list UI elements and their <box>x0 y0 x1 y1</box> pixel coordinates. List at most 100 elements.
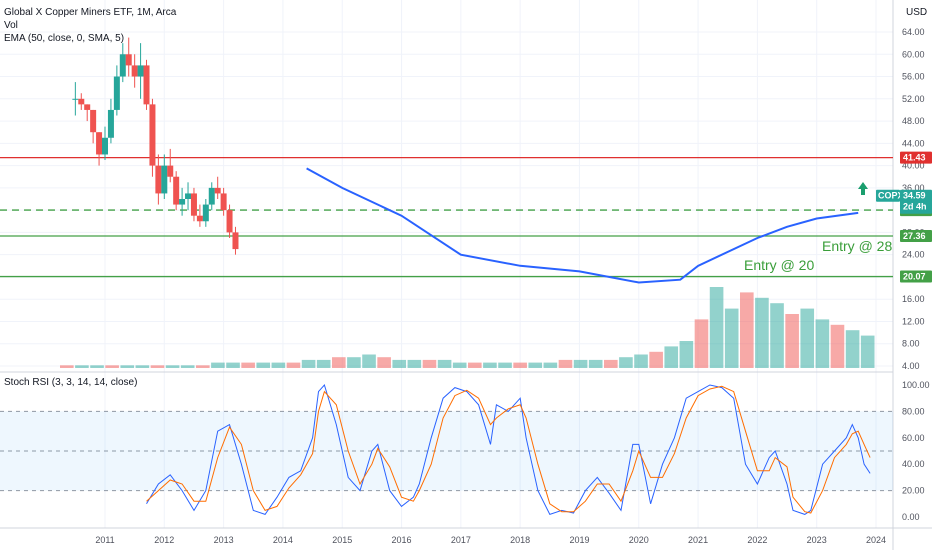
volume-bar <box>755 297 769 368</box>
candle <box>72 98 79 100</box>
price-tick-label: 24.00 <box>902 250 925 260</box>
price-tick-label: 52.00 <box>902 94 925 104</box>
candle <box>131 65 138 77</box>
symbol-badge <box>876 189 900 202</box>
candle <box>226 210 233 233</box>
candle <box>190 193 197 216</box>
candle <box>143 65 150 105</box>
candle <box>202 204 209 222</box>
time-axis[interactable]: 2011 2012 2013 2014 2015 2016 2017 2018 2019 2020… <box>0 527 932 545</box>
price-tick-label: 44.00 <box>902 138 925 148</box>
entry-arrow-icon <box>858 182 868 195</box>
time-tick-label: 2020 <box>629 535 649 545</box>
volume-bar <box>498 362 512 368</box>
volume-bar <box>770 303 784 368</box>
volume-bar <box>528 362 543 368</box>
volume-bar <box>90 365 104 368</box>
candles <box>72 37 239 255</box>
volume-bar <box>332 357 346 368</box>
volume-bar <box>619 357 633 368</box>
volume-bar <box>845 330 860 368</box>
entry-20-annotation: Entry @ 20 <box>744 257 815 273</box>
volume-bar <box>347 357 361 368</box>
time-tick-label: 2022 <box>747 535 767 545</box>
price-tick-label: 40.00 <box>902 161 925 171</box>
time-tick-label: 2023 <box>807 535 827 545</box>
chart-title: Global X Copper Miners ETF, 1M, Arca <box>4 7 177 18</box>
volume-bar <box>452 362 467 368</box>
volume-bar <box>286 362 301 368</box>
price-tick-label: 64.00 <box>902 27 925 37</box>
candle <box>125 54 132 66</box>
time-tick-label: 2013 <box>214 535 234 545</box>
price-tick-label: 8.00 <box>902 339 920 349</box>
volume-bar <box>60 365 74 368</box>
price-tick-label: 56.00 <box>902 72 925 82</box>
time-tick-label: 2017 <box>451 535 471 545</box>
price-tick-label: 48.00 <box>902 116 925 126</box>
price-badge <box>900 151 932 164</box>
candle <box>149 104 156 166</box>
ema-line <box>306 167 859 284</box>
volume-bar <box>664 346 679 368</box>
symbol-badge-label: COPX <box>878 191 904 201</box>
volume-bar <box>860 335 875 368</box>
volume-bar <box>588 359 603 368</box>
volume-bar <box>724 308 739 368</box>
candle <box>232 232 239 250</box>
candle <box>137 65 144 77</box>
volume-bar <box>679 341 694 368</box>
volume-bar <box>392 359 407 368</box>
candle <box>173 176 180 205</box>
time-tick-label: 2012 <box>154 535 174 545</box>
volume-bar <box>377 357 391 368</box>
time-tick-label: 2016 <box>392 535 412 545</box>
stoch-tick-label: 60.00 <box>902 433 925 443</box>
candle <box>78 98 85 105</box>
volume-bar <box>422 359 437 368</box>
volume-bar <box>211 362 225 368</box>
last-price-value: 34.59 <box>903 191 926 201</box>
volume-bar <box>709 287 724 368</box>
candle <box>84 104 91 110</box>
price-tick-label: 60.00 <box>902 49 925 59</box>
volume-bar <box>165 365 180 368</box>
currency-label[interactable]: USD <box>906 7 928 18</box>
price-badge <box>900 229 932 242</box>
stoch-tick-label: 100.00 <box>902 380 930 390</box>
stoch-tick-label: 0.00 <box>902 512 920 522</box>
volume-bar <box>437 359 452 368</box>
stoch-k-line <box>146 384 871 516</box>
time-tick-label: 2018 <box>510 535 530 545</box>
stoch-legend: Stoch RSI (3, 3, 14, 14, close) <box>4 377 138 388</box>
time-tick-label: 2024 <box>866 535 886 545</box>
price-tick-label: 36.00 <box>902 183 925 193</box>
price-badge-label: 20.07 <box>903 272 926 282</box>
volume-bar <box>785 314 799 368</box>
volume-bars <box>60 287 875 368</box>
stoch-lines <box>146 384 871 516</box>
volume-bar <box>740 292 754 368</box>
volume-bar <box>180 365 195 368</box>
volume-bar <box>256 362 271 368</box>
price-badge <box>900 270 932 283</box>
volume-bar <box>105 365 119 368</box>
volume-bar <box>468 362 482 368</box>
volume-bar <box>694 319 709 368</box>
volume-bar <box>483 362 497 368</box>
volume-bar <box>513 362 527 368</box>
volume-bar <box>800 308 815 368</box>
last-price-badge <box>900 189 932 214</box>
candle <box>119 54 126 77</box>
candle <box>185 193 192 199</box>
volume-bar <box>649 351 663 368</box>
volume-bar <box>815 319 830 368</box>
candle <box>96 132 103 155</box>
price-tick-label: 12.00 <box>902 316 925 326</box>
ema-legend: EMA (50, close, 0, SMA, 5) <box>4 33 125 44</box>
volume-bar <box>301 359 316 368</box>
time-tick-label: 2011 <box>95 535 114 545</box>
volume-bar <box>634 354 648 368</box>
volume-bar <box>75 365 89 368</box>
